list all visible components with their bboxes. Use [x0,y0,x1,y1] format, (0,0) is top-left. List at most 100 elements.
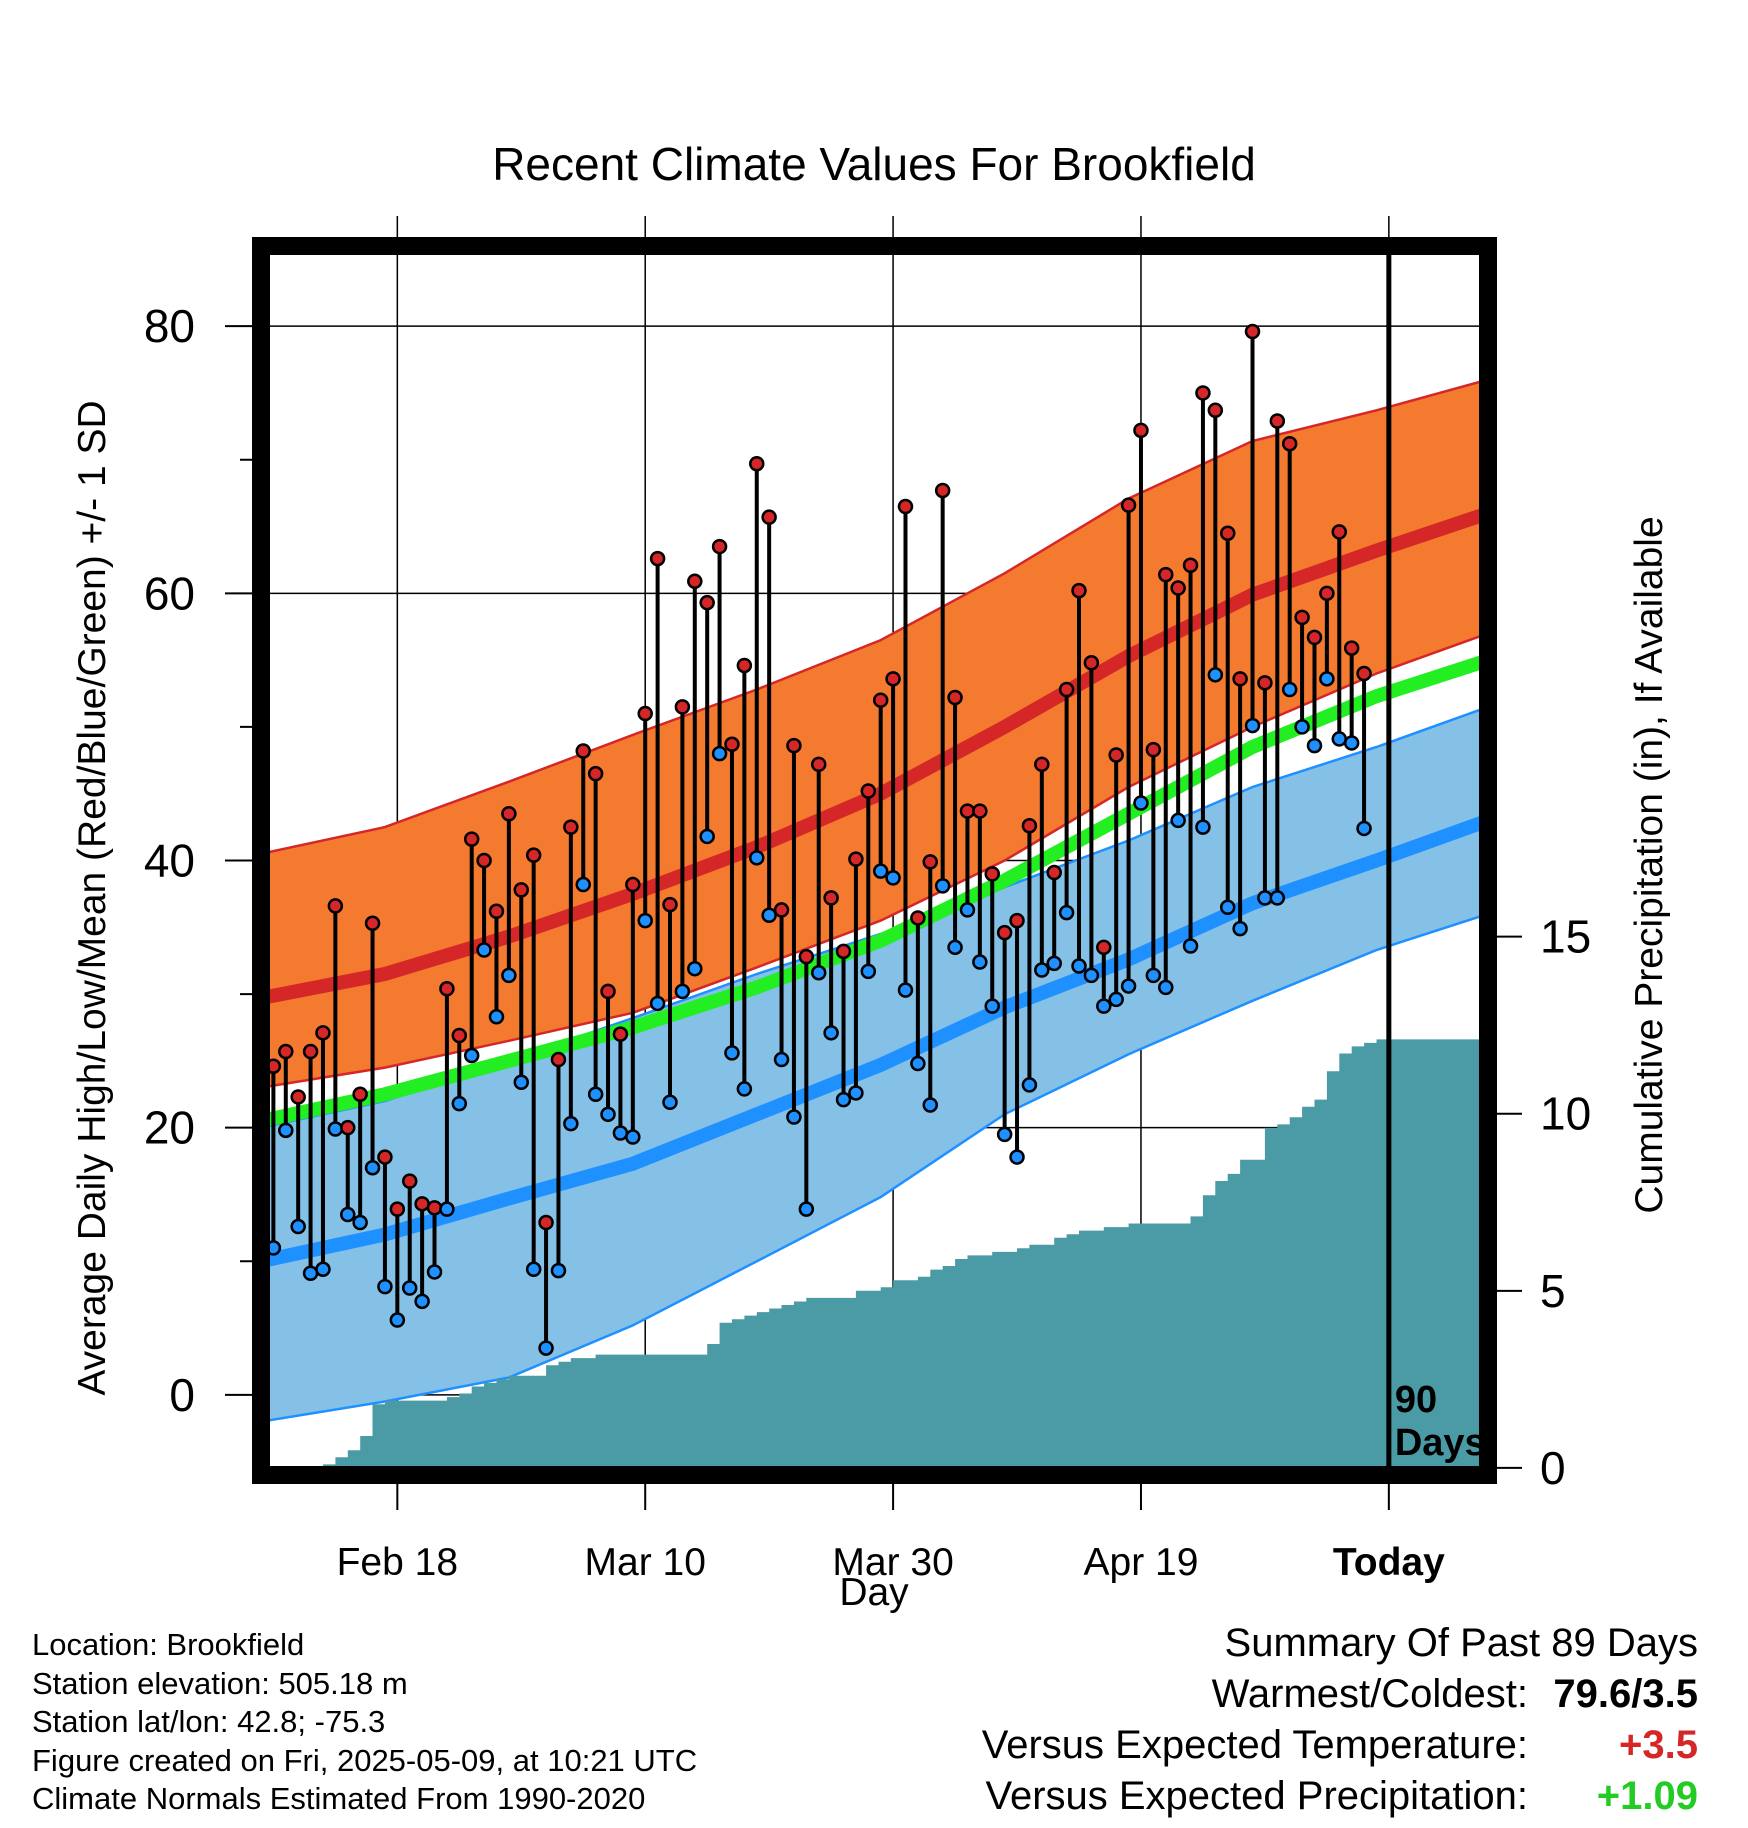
obs-high-point [1021,818,1038,834]
normals-text: Climate Normals Estimated From 1990-2020 [32,1781,646,1816]
obs-high-point [810,756,827,773]
obs-low-point [612,1125,629,1141]
obs-low-point [662,1094,678,1111]
obs-high-point [1108,747,1124,763]
chart-title: Recent Climate Values For Brookfield [492,138,1256,190]
obs-low-point [637,912,653,929]
obs-high-point [922,854,939,870]
obs-low-point [1232,920,1248,937]
obs-high-point [1269,413,1286,429]
obs-high-point [823,890,839,906]
obs-low-point [1306,737,1323,754]
obs-high-point [426,1200,443,1216]
obs-low-point [835,1091,852,1108]
summary-warmest-coldest: Warmest/Coldest: 79.6/3.5 [982,1669,1698,1720]
obs-high-point [649,550,666,567]
obs-high-point [798,948,815,965]
obs-high-point [1170,580,1186,596]
obs-high-point [934,482,951,499]
obs-low-point [501,967,517,984]
obs-high-point [1034,756,1050,773]
obs-low-point [810,964,827,981]
y-tick-label: 20 [144,1102,195,1154]
obs-low-point [848,1085,864,1101]
obs-low-point [377,1278,393,1295]
obs-low-point [302,1265,319,1282]
obs-low-point [786,1109,802,1125]
obs-low-point [736,1081,753,1097]
obs-high-point [278,1043,294,1060]
obs-low-point [364,1160,381,1176]
latlon-text: Station lat/lon: 42.8; -75.3 [32,1704,386,1739]
obs-low-point [340,1206,356,1223]
obs-low-point [724,1045,740,1061]
obs-high-point [1306,629,1323,646]
y-tick-label: 0 [169,1369,195,1421]
summary-temperature: Versus Expected Temperature: +3.5 [982,1720,1698,1771]
obs-high-point [1294,609,1310,626]
chart: Recent Climate Values For Brookfield 90 … [71,138,1671,1614]
obs-high-point [1058,681,1075,698]
obs-high-point [340,1119,356,1136]
obs-low-point [550,1262,567,1279]
obs-low-point [984,998,1000,1014]
obs-low-point [674,983,691,1000]
obs-high-point [1319,585,1335,602]
obs-low-point [885,870,901,886]
precipitation-area [310,1039,1488,1468]
obs-high-point [1046,864,1062,881]
obs-low-point [1133,795,1149,811]
obs-low-point [476,942,492,958]
obs-high-point [327,898,344,914]
obs-low-point [327,1121,344,1137]
obs-high-point [1120,497,1137,513]
y2-tick-label: 15 [1540,911,1591,963]
x-tick-label: Mar 10 [585,1541,706,1584]
obs-high-point [1219,525,1236,541]
obs-high-point [401,1173,418,1189]
precip-area [310,1039,1488,1468]
obs-high-point [1257,675,1273,691]
obs-low-point [1120,978,1137,994]
obs-low-point [972,954,988,970]
obs-low-point [315,1261,331,1278]
obs-high-point [1083,655,1100,671]
obs-high-point [587,765,604,782]
obs-low-point [1158,979,1174,996]
obs-low-point [525,1261,542,1278]
obs-low-point [1034,962,1050,978]
warmest-coldest-value: 79.6/3.5 [1553,1672,1698,1716]
obs-high-point [1009,912,1025,929]
obs-high-point [674,699,691,715]
warmest-coldest-label: Warmest/Coldest: [1211,1672,1528,1716]
obs-low-point [773,1051,790,1068]
obs-high-point [290,1089,306,1105]
y2-tick-label: 5 [1540,1265,1566,1317]
obs-high-point [563,819,579,835]
obs-low-point [947,939,963,956]
obs-high-point [860,783,877,799]
obs-high-point [959,803,976,819]
obs-high-point [488,903,505,920]
obs-low-point [897,982,914,998]
obs-high-point [1195,385,1211,401]
obs-low-point [389,1312,406,1328]
obs-low-point [872,863,889,879]
today-marker: 90 Days [1386,246,1486,1475]
obs-low-point [451,1095,468,1112]
obs-high-point [600,983,616,1000]
summary-precipitation: Versus Expected Precipitation: +1.09 [982,1771,1698,1822]
normal-low-line [261,813,1488,1269]
y-axis-label: Average Daily High/Low/Mean (Red/Blue/Gr… [71,400,114,1395]
y-tick-label: 80 [144,300,195,352]
today-label-days: Days [1395,1422,1486,1464]
y2-tick-label: 0 [1540,1442,1566,1494]
obs-low-point [1108,991,1124,1008]
y-tick-label: 60 [144,567,195,619]
obs-high-point [513,882,530,898]
obs-low-point [352,1214,368,1231]
obs-high-point [538,1214,554,1231]
obs-high-point [612,1026,629,1042]
obs-high-point [848,851,864,867]
obs-low-point [538,1340,554,1356]
